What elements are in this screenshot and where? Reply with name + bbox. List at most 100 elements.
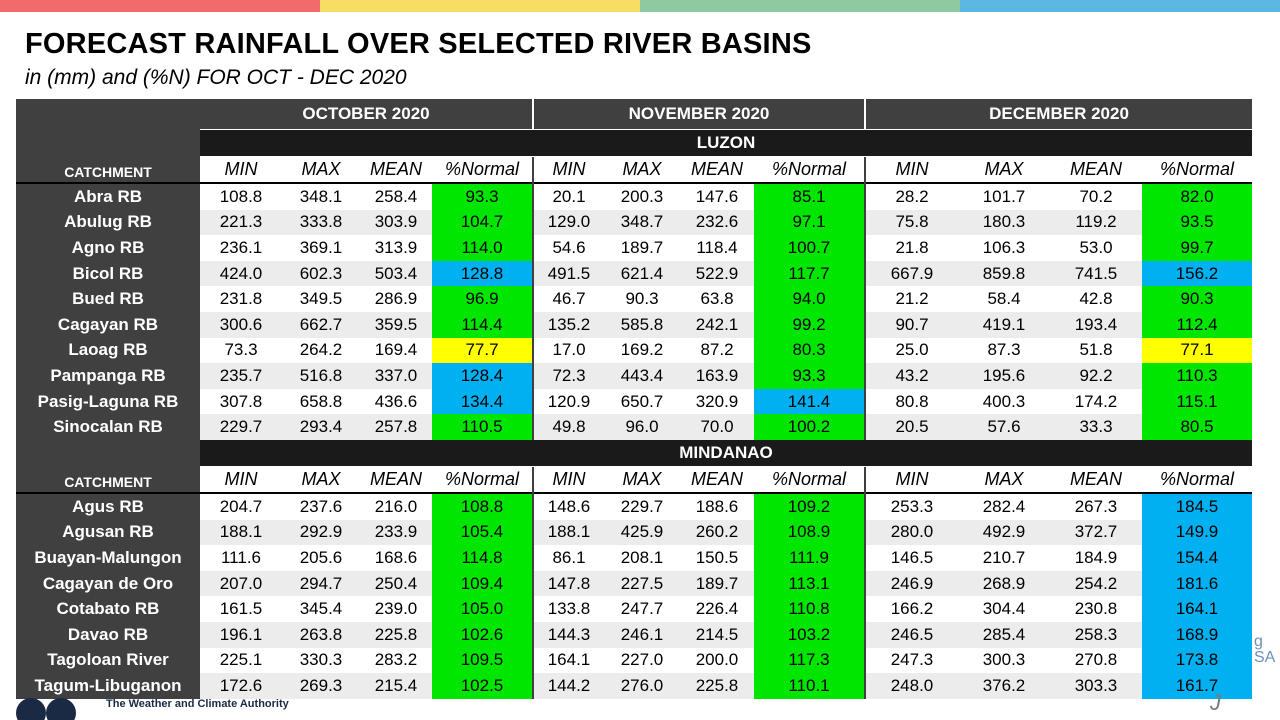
percent-normal-cell: 77.7 xyxy=(432,337,532,364)
rainfall-value-cell: 163.9 xyxy=(695,365,739,385)
month-header: DECEMBER 2020 xyxy=(866,99,1252,129)
rainfall-value-cell: 120.9 xyxy=(547,391,591,411)
rainfall-value-cell: 135.2 xyxy=(547,314,591,334)
column-header-pct-normal: %Normal xyxy=(771,158,846,179)
rainfall-value-cell: 250.4 xyxy=(374,573,418,593)
percent-normal-cell: 112.4 xyxy=(1142,312,1252,338)
rainfall-value-cell: 169.2 xyxy=(620,340,664,360)
table-row: Agus RB 204.7 237.6 216.0 108.8 148.6 229.7 188… xyxy=(16,494,1252,520)
rainfall-value-cell: 133.8 xyxy=(547,599,591,619)
page-title: FORECAST RAINFALL OVER SELECTED RIVER BA… xyxy=(25,28,812,60)
rainfall-value-cell: 227.5 xyxy=(620,573,664,593)
rainfall-value-cell: 348.7 xyxy=(620,212,664,232)
rainfall-value-cell: 419.1 xyxy=(982,314,1026,334)
month-separator xyxy=(864,157,866,440)
table-row: Pampanga RB 235.7 516.8 337.0 128.4 72.3 443.4… xyxy=(16,363,1252,389)
column-header-mean: MEAN xyxy=(369,468,422,489)
rainfall-value-cell: 46.7 xyxy=(552,289,586,309)
percent-normal-cell: 114.4 xyxy=(432,312,532,338)
rainfall-value-cell: 268.9 xyxy=(982,573,1026,593)
rainfall-value-cell: 166.2 xyxy=(890,599,934,619)
rainfall-value-cell: 369.1 xyxy=(299,237,343,257)
percent-normal-cell: 164.1 xyxy=(1142,596,1252,622)
table-row: Cagayan de Oro 207.0 294.7 250.4 109.4 147.8 2… xyxy=(16,570,1252,597)
column-header-min: MIN xyxy=(895,468,929,489)
month-separator xyxy=(864,99,866,129)
percent-normal-cell: 93.3 xyxy=(432,184,532,210)
rainfall-value-cell: 662.7 xyxy=(299,314,343,334)
rainfall-value-cell: 193.4 xyxy=(1074,314,1118,334)
rainfall-value-cell: 650.7 xyxy=(620,391,664,411)
percent-normal-cell: 113.1 xyxy=(754,570,864,597)
rainfall-value-cell: 348.1 xyxy=(299,186,343,206)
column-header-mean: MEAN xyxy=(690,158,743,179)
rainfall-value-cell: 58.4 xyxy=(987,289,1021,309)
rainfall-value-cell: 257.8 xyxy=(374,417,418,437)
rainfall-value-cell: 300.3 xyxy=(982,650,1026,670)
column-header-mean: MEAN xyxy=(1069,468,1122,489)
rainfall-value-cell: 53.0 xyxy=(1079,237,1113,257)
percent-normal-cell: 134.4 xyxy=(432,388,532,415)
catchment-name: Bued RB xyxy=(16,286,200,312)
rainfall-value-cell: 101.7 xyxy=(982,186,1026,206)
rainfall-value-cell: 144.3 xyxy=(547,624,591,644)
rainfall-value-cell: 330.3 xyxy=(299,650,343,670)
percent-normal-cell: 109.4 xyxy=(432,570,532,597)
accent-bar xyxy=(0,0,1280,12)
column-header-pct-normal: %Normal xyxy=(444,158,519,179)
percent-normal-cell: 109.5 xyxy=(432,647,532,674)
rainfall-value-cell: 63.8 xyxy=(700,289,734,309)
rainfall-value-cell: 108.8 xyxy=(219,186,263,206)
rainfall-value-cell: 207.0 xyxy=(219,573,263,593)
column-header-min: MIN xyxy=(224,158,258,179)
rainfall-value-cell: 359.5 xyxy=(374,314,418,334)
rainfall-value-cell: 333.8 xyxy=(299,212,343,232)
catchment-name: Cagayan RB xyxy=(16,312,200,338)
column-header-max: MAX xyxy=(622,468,662,489)
rainfall-value-cell: 349.5 xyxy=(299,289,343,309)
percent-normal-cell: 110.1 xyxy=(754,673,864,699)
rainfall-value-cell: 42.8 xyxy=(1079,289,1113,309)
percent-normal-cell: 168.9 xyxy=(1142,622,1252,648)
rainfall-value-cell: 283.2 xyxy=(374,650,418,670)
rainfall-value-cell: 247.7 xyxy=(620,599,664,619)
rainfall-value-cell: 294.7 xyxy=(299,573,343,593)
table-row: Tagoloan River 225.1 330.3 283.2 109.5 164.1 2… xyxy=(16,647,1252,674)
rainfall-value-cell: 205.6 xyxy=(299,547,343,567)
catchment-name: Cagayan de Oro xyxy=(16,570,200,597)
rainfall-value-cell: 49.8 xyxy=(552,417,586,437)
side-logo-fragment: g SA xyxy=(1254,633,1276,666)
percent-normal-cell: 149.9 xyxy=(1142,519,1252,546)
column-header-pct-normal: %Normal xyxy=(771,468,846,489)
rainfall-value-cell: 129.0 xyxy=(547,212,591,232)
rainfall-value-cell: 172.6 xyxy=(219,675,263,695)
rainfall-value-cell: 248.0 xyxy=(890,675,934,695)
logo-circle-icon xyxy=(16,698,46,720)
catchment-name: Buayan-Malungon xyxy=(16,545,200,571)
rainfall-value-cell: 106.3 xyxy=(982,237,1026,257)
rainfall-value-cell: 345.4 xyxy=(299,599,343,619)
catchment-name: Davao RB xyxy=(16,622,200,648)
percent-normal-cell: 77.1 xyxy=(1142,337,1252,364)
rainfall-value-cell: 239.0 xyxy=(374,599,418,619)
rainfall-value-cell: 28.2 xyxy=(895,186,929,206)
rainfall-value-cell: 215.4 xyxy=(374,675,418,695)
rainfall-value-cell: 300.6 xyxy=(219,314,263,334)
catchment-name: Agno RB xyxy=(16,235,200,261)
rainfall-value-cell: 231.8 xyxy=(219,289,263,309)
catchment-name: Laoag RB xyxy=(16,337,200,364)
table-row: Bicol RB 424.0 602.3 503.4 128.8 491.5 621.4 52… xyxy=(16,260,1252,287)
rainfall-value-cell: 189.7 xyxy=(620,237,664,257)
catchment-name: Abulug RB xyxy=(16,209,200,236)
rainfall-value-cell: 200.0 xyxy=(695,650,739,670)
percent-normal-cell: 117.3 xyxy=(754,647,864,674)
rainfall-value-cell: 225.8 xyxy=(695,675,739,695)
percent-normal-cell: 103.2 xyxy=(754,622,864,648)
rainfall-value-cell: 54.6 xyxy=(552,237,586,257)
rainfall-value-cell: 87.3 xyxy=(987,340,1021,360)
percent-normal-cell: 90.3 xyxy=(1142,286,1252,312)
rainfall-value-cell: 200.3 xyxy=(620,186,664,206)
percent-normal-cell: 117.7 xyxy=(754,260,864,287)
column-header-max: MAX xyxy=(301,468,341,489)
rainfall-value-cell: 229.7 xyxy=(620,496,664,516)
